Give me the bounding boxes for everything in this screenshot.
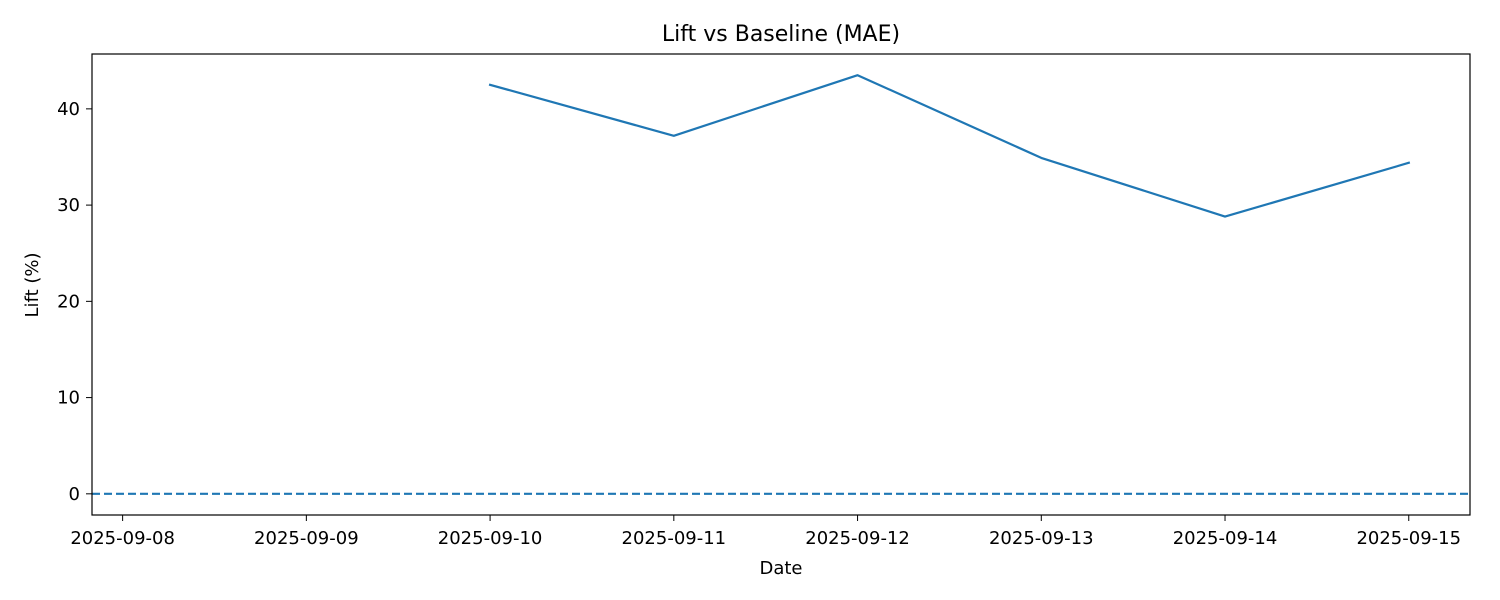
y-tick-label: 10 xyxy=(57,388,80,409)
lift-series-line xyxy=(488,74,1411,218)
series-layer xyxy=(488,74,1411,218)
x-tick-label: 2025-09-08 xyxy=(70,528,175,549)
y-tick-label: 0 xyxy=(69,484,80,505)
y-tick-label: 40 xyxy=(57,99,80,120)
y-tick-label: 30 xyxy=(57,195,80,216)
y-axis: 0 10 20 30 40 xyxy=(57,99,92,505)
x-tick-label: 2025-09-13 xyxy=(989,528,1094,549)
x-tick-label: 2025-09-14 xyxy=(1173,528,1278,549)
x-axis: 2025-09-08 2025-09-09 2025-09-10 2025-09-11… xyxy=(70,515,1461,549)
plot-area xyxy=(92,54,1470,515)
x-axis-label: Date xyxy=(759,558,802,579)
x-tick-label: 2025-09-09 xyxy=(254,528,359,549)
x-tick-label: 2025-09-12 xyxy=(805,528,910,549)
plot-frame xyxy=(91,53,1471,516)
x-tick-label: 2025-09-15 xyxy=(1356,528,1461,549)
y-axis-label: Lift (%) xyxy=(22,253,43,318)
x-tick-label: 2025-09-11 xyxy=(622,528,727,549)
y-tick-label: 20 xyxy=(57,291,80,312)
chart-title: Lift vs Baseline (MAE) xyxy=(662,22,900,47)
x-tick-label: 2025-09-10 xyxy=(438,528,543,549)
